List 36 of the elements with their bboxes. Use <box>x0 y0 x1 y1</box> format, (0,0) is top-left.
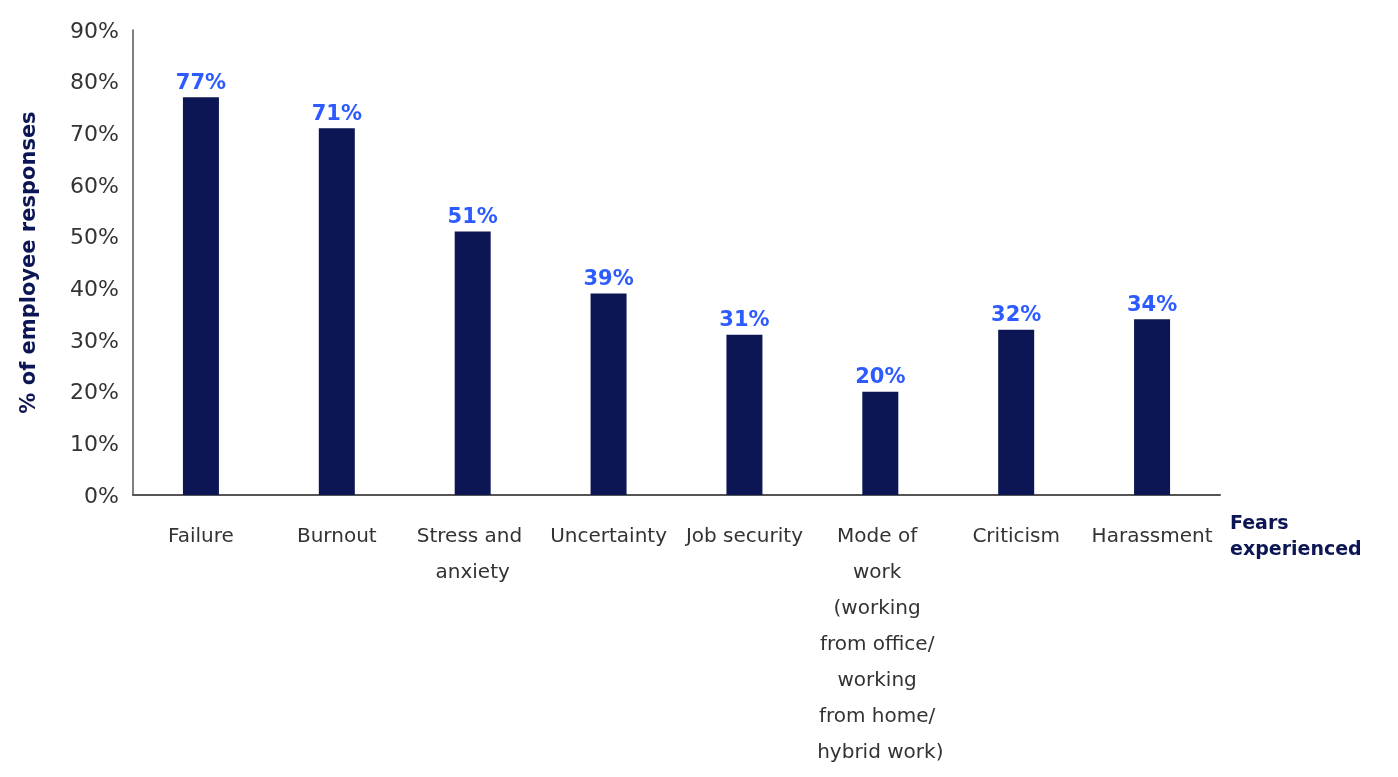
x-tick-label: Stress and anxiety <box>416 523 529 583</box>
y-tick-label: 40% <box>70 275 119 301</box>
bar <box>182 97 219 495</box>
y-tick-label: 50% <box>70 224 119 250</box>
bar <box>998 329 1035 495</box>
bar <box>318 128 355 495</box>
y-tick-label: 10% <box>70 430 119 456</box>
x-tick-label: Job security <box>683 523 804 547</box>
data-label: 51% <box>447 204 498 228</box>
x-tick-label: Burnout <box>296 523 377 547</box>
y-tick-label: 80% <box>70 69 119 95</box>
x-axis-title: Fears experienced <box>1230 511 1362 559</box>
x-tick-label: Criticism <box>972 523 1060 547</box>
x-tick-label: Harassment <box>1091 523 1213 547</box>
data-label: 77% <box>175 69 227 94</box>
x-tick-label: Uncertainty <box>550 523 668 547</box>
y-axis-title: % of employee responses <box>15 111 40 414</box>
bar <box>454 231 491 495</box>
data-label: 20% <box>855 364 906 389</box>
data-label: 71% <box>311 100 362 125</box>
bar <box>726 334 763 495</box>
bar <box>590 293 627 495</box>
y-tick-label: 0% <box>84 482 119 508</box>
y-tick-label: 30% <box>70 327 119 353</box>
bar <box>1134 319 1171 495</box>
y-tick-label: 90% <box>70 17 119 43</box>
data-label: 34% <box>1126 291 1178 316</box>
y-tick-label: 60% <box>70 172 119 198</box>
x-tick-label: Mode of work (working from office/ working from home/ hybrid work) <box>817 523 944 763</box>
y-tick-label: 70% <box>70 120 119 146</box>
bar <box>862 391 899 495</box>
y-tick-label: 20% <box>70 379 119 405</box>
data-label: 31% <box>719 307 770 332</box>
x-tick-label: Failure <box>168 523 234 547</box>
data-label: 32% <box>991 302 1042 327</box>
data-label: 39% <box>583 266 634 290</box>
